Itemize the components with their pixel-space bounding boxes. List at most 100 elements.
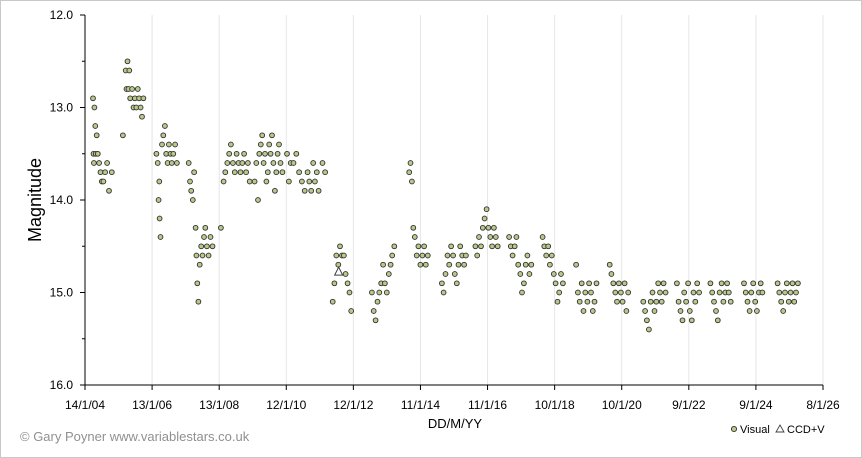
legend-marker-ccd [775,424,785,433]
x-axis-title: DD/M/YY [428,416,483,431]
visual-point [478,243,484,250]
visual-point [714,317,721,324]
visual-point [463,252,469,259]
visual-point [716,289,723,296]
visual-point [372,317,379,324]
visual-point [707,280,714,287]
visual-point [156,215,163,222]
visual-point [422,261,429,268]
visual-point [491,224,497,231]
visual-point [744,298,751,305]
visual-point [774,280,781,287]
y-tick-label: 14.0 [50,193,74,207]
visual-point [276,141,282,148]
visual-point [690,289,697,296]
visual-point [207,234,214,240]
visual-point [415,243,422,250]
visual-point [451,271,458,277]
visual-point [304,169,311,176]
visual-point [312,178,318,185]
visual-point [191,169,197,176]
visual-point [369,289,375,296]
visual-point [331,280,338,287]
visual-point [608,271,615,277]
visual-point [657,289,663,296]
visual-point [545,243,552,250]
visual-point [263,178,270,185]
ccd-point [333,266,344,276]
visual-point [385,271,392,277]
visual-point [709,289,716,296]
visual-point [341,252,347,259]
visual-point [270,160,277,166]
visual-point [140,95,147,102]
visual-point [485,224,492,231]
legend: Visual CCD+V [730,424,825,436]
visual-point [337,243,343,250]
visual-point [134,86,141,92]
visual-point [649,289,656,296]
visual-point [102,169,108,176]
visual-point [457,243,464,250]
visual-point [224,160,231,166]
visual-point [554,298,561,305]
visual-point [380,261,386,268]
visual-point [560,280,566,287]
visual-point [391,243,398,250]
visual-point [290,160,297,166]
y-axis-title: Magnitude [25,158,45,242]
visual-point [97,169,104,176]
visual-point [558,271,564,277]
visual-point [748,289,755,296]
visual-point [344,280,351,287]
visual-point [370,308,377,314]
visual-point [660,280,667,287]
visual-point [589,308,596,314]
visual-point [646,326,652,333]
visual-point [455,261,462,268]
visual-point [374,298,381,305]
visual-point [319,160,326,166]
visual-point [513,234,520,240]
visual-point [108,169,115,176]
visual-point [259,132,266,139]
visual-point [725,289,732,296]
visual-point [746,308,753,314]
visual-point [387,261,394,268]
visual-point [453,280,460,287]
visual-point [573,261,579,268]
visual-point [778,298,785,305]
y-tick-label: 15.0 [50,286,74,300]
visual-point [754,308,760,314]
legend-marker-visual [730,425,738,433]
visual-point [315,187,322,194]
visual-point [517,271,524,277]
x-tick-label: 8/1/26 [806,398,840,412]
visual-point [789,280,796,287]
visual-point [521,280,527,287]
visual-point [126,67,133,74]
visual-point [92,123,99,129]
visual-point [481,215,488,222]
legend-label-ccd: CCD+V [787,424,825,436]
visual-point [194,280,201,287]
y-tick-label: 13.0 [50,101,74,115]
visual-point [742,289,749,296]
visual-point [127,95,134,102]
visual-point [106,187,112,194]
visual-point [251,178,258,185]
visual-point [96,160,102,166]
visual-point [187,178,193,185]
visual-point [120,132,126,139]
x-tick-label: 9/1/24 [739,398,773,412]
visual-point [442,271,449,277]
visual-point [785,298,792,305]
visual-point [222,169,229,176]
visual-point [487,234,494,240]
visual-point [606,261,613,268]
visual-point [588,289,594,296]
visual-point [519,289,525,296]
visual-point [741,280,747,287]
visual-point [409,178,415,185]
visual-point [153,150,160,157]
